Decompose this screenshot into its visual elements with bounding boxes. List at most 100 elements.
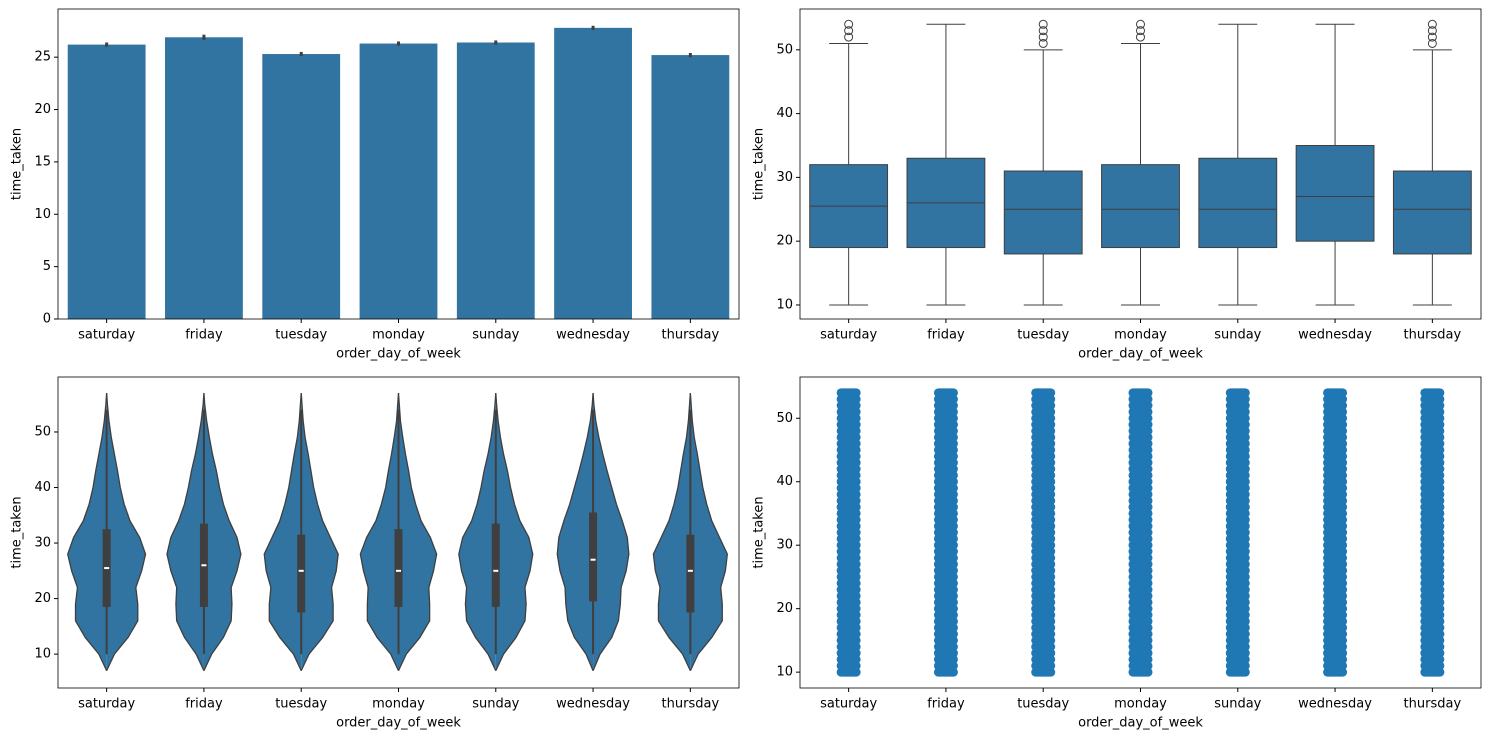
x-tick-label: thursday — [662, 328, 720, 343]
axes-frame — [57, 376, 740, 689]
violin-outline — [359, 393, 400, 672]
y-tick-label: 0 — [43, 312, 51, 327]
flier — [1427, 26, 1437, 36]
violin-outline — [689, 393, 728, 672]
y-tick-label: 20 — [776, 601, 793, 616]
x-tick-label: friday — [927, 697, 965, 712]
x-axis-label: order_day_of_week — [1078, 716, 1203, 731]
y-tick-label: 30 — [34, 536, 51, 551]
x-tick-label: tuesday — [275, 697, 327, 712]
violin-outline — [556, 393, 594, 672]
x-axis-label: order_day_of_week — [336, 347, 461, 362]
x-tick-label: tuesday — [1017, 697, 1069, 712]
axes-frame — [799, 8, 1482, 320]
flier — [844, 19, 854, 29]
box — [1101, 164, 1180, 249]
y-tick-label: 50 — [776, 411, 793, 426]
x-tick-label: sunday — [1214, 328, 1261, 343]
x-tick-label: thursday — [662, 697, 720, 712]
point-group — [836, 388, 861, 398]
point-group — [1128, 388, 1153, 398]
violin-outline — [67, 393, 108, 672]
subplot: 0 5 10 15 20 25 saturday friday tuesday monday sun… — [10, 8, 740, 362]
bar — [651, 55, 730, 319]
y-tick-label: 10 — [776, 297, 793, 312]
x-tick-label: tuesday — [275, 328, 327, 343]
violin-body — [106, 393, 146, 671]
axes-frame — [799, 376, 1482, 689]
point-group — [1031, 388, 1056, 398]
box — [1198, 157, 1278, 249]
x-tick-label: wednesday — [556, 697, 630, 712]
x-tick-label: saturday — [820, 697, 877, 712]
y-tick-label: 25 — [34, 50, 51, 65]
violin-body — [458, 393, 496, 671]
y-axis-label: time_taken — [10, 496, 25, 568]
violin-box — [686, 534, 695, 613]
box — [1392, 170, 1472, 255]
x-tick-label: thursday — [1404, 328, 1462, 343]
violin-body — [690, 393, 728, 671]
violin-outline — [300, 393, 339, 672]
point-group — [1225, 388, 1250, 398]
violin-outline — [203, 393, 242, 672]
flier — [1038, 26, 1048, 36]
y-tick-label: 10 — [34, 647, 51, 662]
flier — [1427, 38, 1437, 48]
y-axis-label: time_taken — [752, 128, 767, 200]
y-tick-label: 10 — [34, 207, 51, 222]
flier — [1427, 32, 1437, 42]
violin-outline — [105, 393, 147, 672]
bar — [165, 37, 243, 319]
y-tick-label: 20 — [34, 102, 51, 117]
x-tick-label: sunday — [472, 697, 519, 712]
y-tick-label: 15 — [34, 154, 51, 169]
violin-body — [264, 393, 302, 671]
flier — [1136, 19, 1145, 29]
violin-box — [491, 523, 500, 607]
x-tick-label: monday — [372, 328, 425, 343]
bar — [67, 44, 146, 320]
x-tick-label: friday — [185, 697, 223, 712]
box — [1295, 145, 1375, 242]
x-tick-label: friday — [927, 328, 965, 343]
x-tick-label: wednesday — [1298, 697, 1372, 712]
violin-box — [394, 529, 403, 607]
flier — [844, 32, 854, 42]
bar — [456, 42, 535, 319]
flier — [1038, 19, 1048, 29]
x-tick-label: wednesday — [1298, 328, 1372, 343]
violin-body — [67, 393, 107, 671]
flier — [844, 26, 854, 36]
subplot: 10 20 30 40 50 saturday friday tuesday monday sun… — [752, 8, 1482, 362]
x-tick-label: monday — [1114, 328, 1167, 343]
y-axis-label: time_taken — [10, 128, 25, 200]
flier — [1136, 32, 1145, 42]
y-axis-label: time_taken — [752, 496, 767, 568]
x-tick-label: wednesday — [556, 328, 630, 343]
violin-outline — [166, 393, 205, 672]
point-group — [1323, 388, 1348, 398]
x-tick-label: sunday — [1214, 697, 1261, 712]
violin-outline — [652, 393, 692, 672]
violin-outline — [458, 393, 497, 672]
violin-box — [589, 512, 598, 602]
y-tick-label: 10 — [776, 665, 793, 680]
y-tick-label: 50 — [776, 42, 793, 57]
violin-body — [301, 393, 339, 671]
y-tick-label: 30 — [776, 538, 793, 553]
y-tick-label: 20 — [34, 591, 51, 606]
y-tick-label: 40 — [776, 106, 793, 121]
x-axis-label: order_day_of_week — [1078, 347, 1203, 362]
y-tick-label: 40 — [34, 480, 51, 495]
violin-body — [495, 393, 533, 671]
violin-outline — [495, 393, 534, 672]
flier — [1038, 32, 1048, 42]
x-axis-label: order_day_of_week — [336, 716, 461, 731]
flier — [1427, 19, 1437, 29]
y-tick-label: 50 — [34, 424, 51, 439]
y-tick-label: 30 — [776, 170, 793, 185]
x-tick-label: friday — [185, 328, 223, 343]
bar — [359, 43, 438, 319]
bar — [262, 54, 341, 319]
